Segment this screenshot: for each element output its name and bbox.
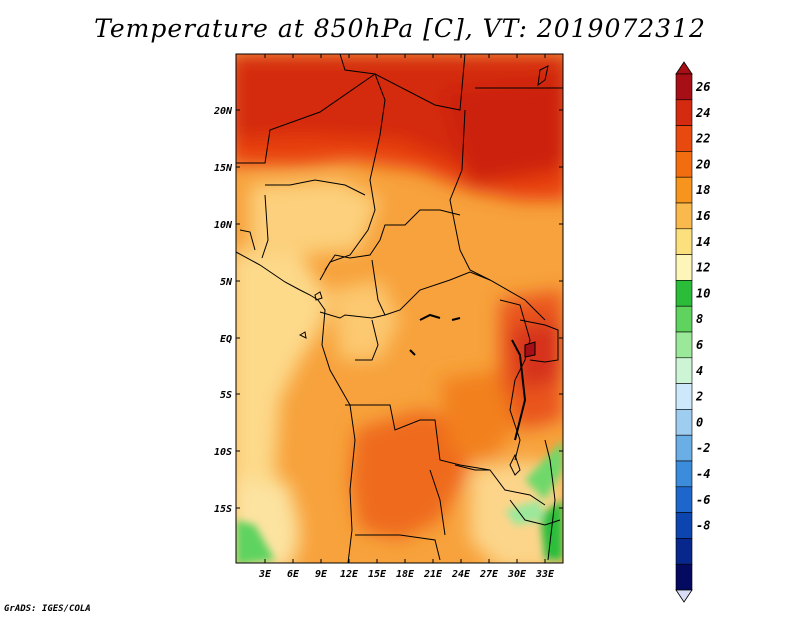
colorbar-segment — [675, 383, 693, 410]
colorbar-segment — [675, 460, 693, 488]
colorbar-label: 12 — [696, 261, 710, 275]
colorbar-segment — [675, 202, 693, 230]
lat-label-15n: 15N — [214, 163, 233, 174]
colorbar-label: 0 — [696, 415, 703, 429]
lon-label-9e: 9E — [315, 569, 328, 580]
lon-label-27e: 27E — [479, 569, 499, 580]
colorbar-segment — [675, 151, 693, 178]
colorbar-over-triangle — [675, 61, 693, 75]
colorbar-segment — [675, 176, 693, 204]
colorbar-label: 18 — [696, 183, 710, 197]
colorbar-segment — [675, 331, 693, 359]
country-boundaries — [236, 54, 563, 563]
colorbar-label: 6 — [696, 338, 703, 352]
colorbar-label: 10 — [696, 286, 710, 300]
colorbar-label: 8 — [696, 312, 703, 326]
colorbar-label: 26 — [695, 80, 710, 94]
colorbar-under-triangle — [675, 589, 693, 603]
lon-label-30e: 30E — [507, 569, 527, 580]
colorbar-segment — [675, 125, 693, 152]
grads-credit: GrADS: IGES/COLA — [4, 604, 91, 614]
longitude-labels: 3E 6E 9E 12E 15E 18E 21E 24E 27E 30E 33E — [258, 569, 555, 580]
lon-label-18e: 18E — [396, 569, 415, 580]
map-title: Temperature at 850hPa [C], VT: 201907231… — [94, 14, 706, 43]
lat-label-20n: 20N — [213, 106, 233, 117]
colorbar-label: 22 — [695, 132, 710, 146]
colorbar-label: 24 — [695, 106, 710, 120]
lat-label-5s: 5S — [220, 390, 232, 401]
colorbar-segment — [675, 434, 693, 462]
colorbar-label: -4 — [696, 467, 710, 481]
colorbar-segment — [675, 73, 693, 101]
lon-label-33e: 33E — [535, 569, 555, 580]
colorbar-segment — [675, 305, 693, 333]
colorbar-label: 20 — [695, 157, 710, 171]
lat-label-15s: 15S — [214, 504, 232, 515]
colorbar-segment — [675, 228, 693, 255]
colorbar-segment — [675, 357, 693, 384]
lat-label-10s: 10S — [214, 447, 232, 458]
latitude-labels: 20N 15N 10N 5N EQ 5S 10S 15S — [213, 106, 233, 515]
longitude-ticks — [264, 54, 546, 563]
lon-label-24e: 24E — [451, 569, 471, 580]
lon-label-15e: 15E — [368, 569, 387, 580]
colorbar-segment — [675, 280, 693, 307]
colorbar-label: -6 — [696, 493, 710, 507]
lon-label-12e: 12E — [340, 569, 359, 580]
colorbar-segment — [675, 512, 693, 539]
colorbar-label: 14 — [696, 235, 710, 249]
map-frame — [235, 53, 564, 564]
lat-label-5n: 5N — [220, 277, 233, 288]
colorbar-label: 4 — [696, 364, 703, 378]
colorbar-label: -2 — [696, 441, 710, 455]
colorbar — [675, 61, 693, 603]
colorbar-segment — [675, 563, 693, 591]
colorbar-segment — [675, 538, 693, 565]
lon-label-6e: 6E — [287, 569, 300, 580]
colorbar-segment — [675, 99, 693, 126]
colorbar-label: -8 — [696, 519, 710, 533]
lon-label-3e: 3E — [258, 569, 272, 580]
lat-label-eq: EQ — [220, 334, 232, 345]
colorbar-label: 2 — [695, 390, 703, 404]
colorbar-label: 16 — [696, 209, 710, 223]
colorbar-segment — [675, 486, 693, 513]
colorbar-segment — [675, 254, 693, 281]
lat-label-10n: 10N — [214, 220, 233, 231]
latitude-ticks — [236, 109, 563, 509]
lon-label-21e: 21E — [423, 569, 443, 580]
colorbar-segment — [675, 409, 693, 436]
